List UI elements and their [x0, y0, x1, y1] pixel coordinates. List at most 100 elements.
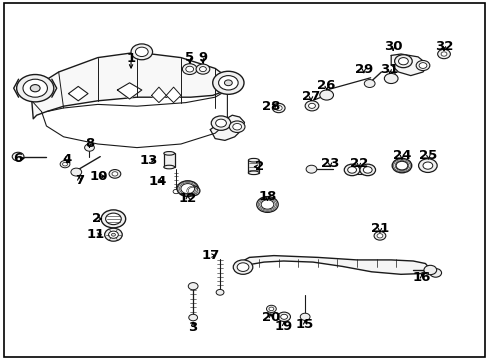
Text: 25: 25	[418, 149, 437, 162]
Text: 22: 22	[349, 157, 367, 170]
Text: 2: 2	[92, 212, 101, 225]
Circle shape	[384, 73, 397, 84]
Text: 8: 8	[85, 137, 94, 150]
Circle shape	[359, 164, 375, 176]
Circle shape	[71, 168, 81, 176]
Bar	[248, 160, 259, 173]
Circle shape	[105, 213, 121, 225]
Text: 2: 2	[254, 160, 263, 173]
Circle shape	[256, 197, 278, 212]
Circle shape	[185, 66, 193, 72]
Text: 32: 32	[434, 40, 452, 53]
Circle shape	[364, 80, 374, 87]
Text: 24: 24	[392, 149, 410, 162]
Text: 23: 23	[320, 157, 339, 170]
Circle shape	[186, 186, 200, 196]
Bar	[351, 166, 366, 174]
Circle shape	[373, 231, 385, 240]
Circle shape	[280, 314, 287, 319]
Circle shape	[131, 44, 152, 60]
Circle shape	[308, 103, 315, 108]
Text: 1: 1	[126, 52, 135, 65]
Polygon shape	[151, 87, 166, 103]
Polygon shape	[390, 54, 427, 76]
Circle shape	[319, 90, 333, 100]
Circle shape	[108, 231, 118, 238]
Polygon shape	[210, 115, 244, 140]
Text: 12: 12	[178, 192, 197, 205]
Circle shape	[233, 260, 252, 274]
Circle shape	[275, 105, 282, 111]
Text: 5: 5	[185, 51, 194, 64]
Circle shape	[347, 167, 356, 173]
Circle shape	[391, 158, 411, 173]
Text: 27: 27	[301, 90, 320, 103]
Text: 31: 31	[380, 63, 398, 76]
Circle shape	[111, 233, 115, 236]
Circle shape	[188, 314, 197, 321]
Text: 11: 11	[86, 228, 104, 241]
Circle shape	[215, 119, 226, 127]
Text: 13: 13	[140, 154, 158, 167]
Circle shape	[363, 167, 371, 173]
Circle shape	[266, 305, 276, 312]
Circle shape	[135, 47, 148, 57]
Text: 6: 6	[13, 152, 22, 165]
Ellipse shape	[163, 152, 174, 155]
Circle shape	[415, 60, 429, 71]
Polygon shape	[166, 87, 181, 103]
Circle shape	[305, 165, 316, 173]
Circle shape	[199, 67, 206, 72]
Circle shape	[188, 283, 198, 290]
Text: 4: 4	[62, 153, 71, 166]
Circle shape	[268, 307, 273, 311]
Text: 10: 10	[89, 170, 108, 183]
Circle shape	[101, 210, 125, 228]
Circle shape	[398, 58, 407, 65]
Text: 26: 26	[317, 79, 335, 92]
Circle shape	[104, 228, 122, 241]
Text: 3: 3	[188, 321, 197, 334]
Circle shape	[62, 162, 67, 166]
Text: 20: 20	[261, 311, 280, 324]
Circle shape	[84, 144, 94, 151]
Text: 7: 7	[75, 174, 83, 186]
Circle shape	[212, 71, 244, 94]
Circle shape	[177, 181, 198, 197]
Ellipse shape	[248, 171, 259, 175]
Circle shape	[395, 161, 407, 170]
Polygon shape	[239, 256, 429, 274]
Circle shape	[300, 313, 309, 320]
Polygon shape	[68, 86, 88, 101]
Circle shape	[30, 85, 40, 92]
Circle shape	[182, 64, 197, 75]
Text: 16: 16	[412, 271, 430, 284]
Circle shape	[216, 289, 224, 295]
Circle shape	[17, 75, 54, 102]
Text: 28: 28	[262, 100, 280, 113]
Circle shape	[181, 184, 194, 194]
Text: 18: 18	[258, 190, 276, 203]
Circle shape	[422, 162, 432, 169]
Circle shape	[418, 63, 426, 68]
Circle shape	[437, 49, 449, 59]
Circle shape	[211, 116, 230, 130]
Circle shape	[344, 164, 359, 176]
Text: 21: 21	[370, 222, 388, 235]
Circle shape	[232, 123, 241, 130]
Circle shape	[418, 159, 436, 172]
Text: 19: 19	[274, 320, 293, 333]
Text: 9: 9	[198, 51, 207, 64]
Ellipse shape	[248, 158, 259, 162]
Circle shape	[429, 269, 441, 277]
Polygon shape	[117, 83, 142, 99]
Circle shape	[423, 265, 436, 275]
Circle shape	[112, 172, 118, 176]
Bar	[163, 153, 174, 167]
Circle shape	[173, 189, 179, 194]
Text: 14: 14	[148, 175, 166, 188]
Circle shape	[272, 103, 285, 113]
Circle shape	[394, 55, 411, 68]
Circle shape	[12, 152, 24, 161]
Circle shape	[305, 101, 318, 111]
